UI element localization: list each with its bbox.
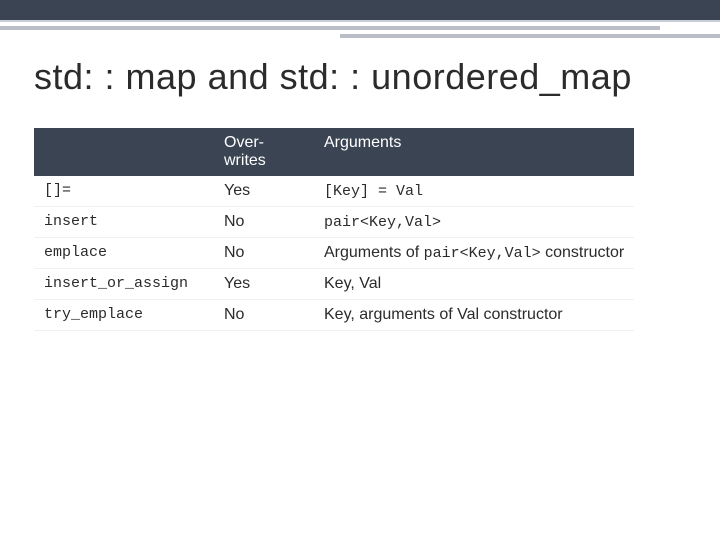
header-arguments: Arguments [314, 128, 634, 176]
args-pre: Arguments of [324, 244, 424, 261]
cell-arguments: Arguments of pair<Key,Val> constructor [314, 238, 634, 269]
top-bar [0, 0, 720, 22]
cell-overwrites: No [214, 300, 314, 331]
cell-arguments: [Key] = Val [314, 176, 634, 207]
cell-arguments: Key, arguments of Val constructor [314, 300, 634, 331]
args-code: pair<Key,Val> [324, 214, 441, 231]
args-post: constructor [541, 244, 625, 261]
cell-method: insert [34, 207, 214, 238]
cell-arguments: Key, Val [314, 269, 634, 300]
args-pre: Key, arguments of Val constructor [324, 306, 563, 323]
cell-method: []= [34, 176, 214, 207]
methods-table: Over- writes Arguments []= Yes [Key] = V… [34, 128, 634, 331]
cell-overwrites: No [214, 207, 314, 238]
table-row: []= Yes [Key] = Val [34, 176, 634, 207]
args-code: [Key] = Val [324, 183, 423, 200]
header-overwrites: Over- writes [214, 128, 314, 176]
cell-overwrites: Yes [214, 176, 314, 207]
args-pre: Key, Val [324, 275, 381, 292]
header-method [34, 128, 214, 176]
accent-bar-long [0, 26, 660, 30]
cell-overwrites: No [214, 238, 314, 269]
table-row: insert_or_assign Yes Key, Val [34, 269, 634, 300]
page-title: std: : map and std: : unordered_map [34, 56, 632, 98]
cell-method: try_emplace [34, 300, 214, 331]
accent-bar-short [340, 34, 720, 38]
slide: std: : map and std: : unordered_map Over… [0, 0, 720, 540]
table-row: try_emplace No Key, arguments of Val con… [34, 300, 634, 331]
cell-overwrites: Yes [214, 269, 314, 300]
table-header-row: Over- writes Arguments [34, 128, 634, 176]
table-row: insert No pair<Key,Val> [34, 207, 634, 238]
cell-arguments: pair<Key,Val> [314, 207, 634, 238]
args-code: pair<Key,Val> [424, 245, 541, 262]
cell-method: insert_or_assign [34, 269, 214, 300]
cell-method: emplace [34, 238, 214, 269]
table-row: emplace No Arguments of pair<Key,Val> co… [34, 238, 634, 269]
